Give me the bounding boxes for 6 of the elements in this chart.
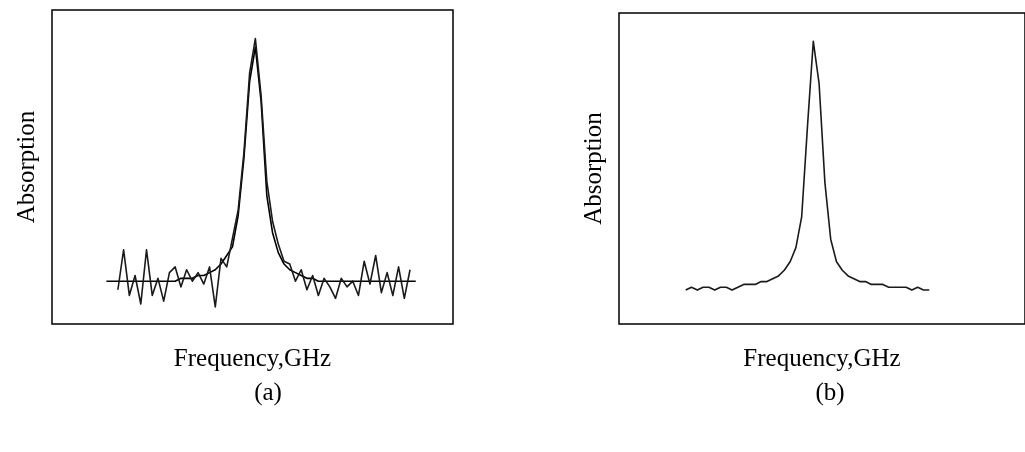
y-axis-title: Absorption: [11, 110, 39, 224]
y-axis-title: Absorption: [578, 111, 606, 225]
text: (a): [253, 378, 283, 406]
x-axis-title: Frequency,GHz: [743, 343, 901, 371]
text: (b): [814, 378, 846, 406]
x-axis-title: Frequency,GHz: [173, 343, 332, 371]
